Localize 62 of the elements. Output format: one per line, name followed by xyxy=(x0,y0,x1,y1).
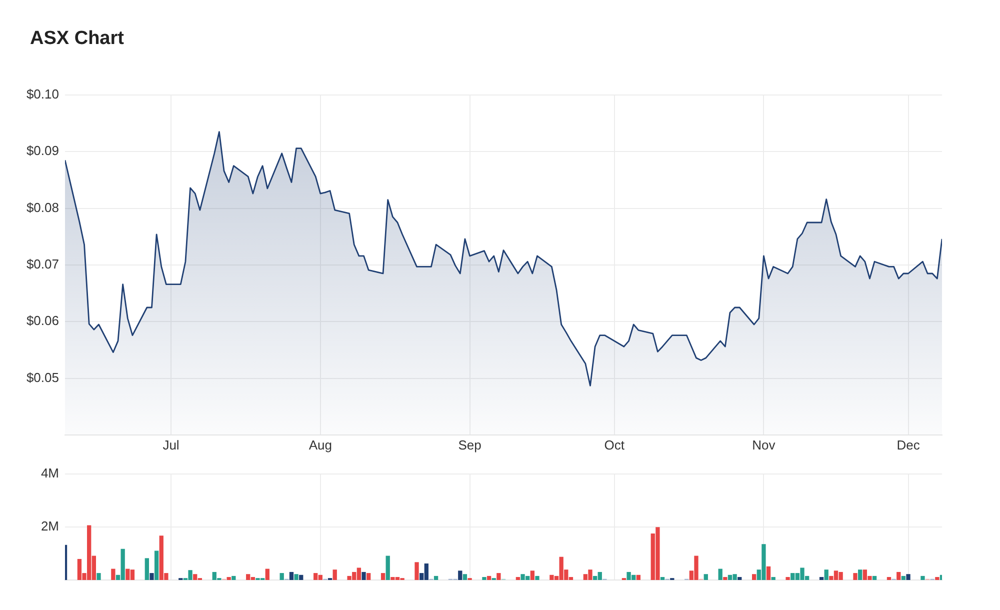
bar xyxy=(660,577,665,580)
bar xyxy=(771,577,776,580)
y-tick-label: $0.07 xyxy=(26,256,59,272)
x-tick-label: Jul xyxy=(162,437,180,452)
bar xyxy=(738,577,742,580)
bar xyxy=(232,576,236,580)
bar xyxy=(896,572,901,580)
bar xyxy=(886,577,892,580)
bar xyxy=(366,573,371,580)
bar xyxy=(718,568,722,580)
bar xyxy=(486,576,492,580)
bar xyxy=(280,573,284,580)
bar xyxy=(111,568,116,580)
bar xyxy=(901,576,906,580)
x-tick-label: Nov xyxy=(752,437,776,452)
bar xyxy=(482,577,486,580)
bar xyxy=(872,576,877,580)
bar xyxy=(289,572,294,580)
bar xyxy=(458,570,462,580)
bar xyxy=(362,572,366,580)
y-tick-label: $0.10 xyxy=(26,86,59,102)
bar xyxy=(516,577,520,580)
x-tick-label: Aug xyxy=(308,437,332,452)
y-tick-label: $0.08 xyxy=(26,200,59,215)
bar xyxy=(462,574,468,580)
bar xyxy=(414,562,419,580)
bar xyxy=(704,574,708,580)
bar xyxy=(150,573,154,580)
y-tick-label: $0.05 xyxy=(26,370,59,385)
bar xyxy=(299,574,304,580)
bar xyxy=(380,573,386,580)
y-tick-label: 4M xyxy=(40,465,59,480)
bar xyxy=(386,556,390,580)
bar xyxy=(265,568,270,580)
bar xyxy=(824,570,828,580)
bar xyxy=(144,558,149,580)
x-tick-label: Oct xyxy=(604,437,625,452)
chart-title: ASX Chart xyxy=(30,28,124,50)
y-tick-label: $0.06 xyxy=(26,313,59,328)
bar xyxy=(226,577,231,580)
bar xyxy=(819,577,824,580)
bar xyxy=(96,573,101,580)
bar xyxy=(920,576,925,580)
bar xyxy=(906,574,910,580)
x-tick-label: Dec xyxy=(896,437,920,452)
bar xyxy=(535,576,540,580)
bar xyxy=(786,577,790,580)
x-tick-label: Sep xyxy=(458,437,482,452)
y-tick-label: 2M xyxy=(40,518,59,534)
bar xyxy=(154,550,159,580)
bar xyxy=(496,573,501,580)
bar xyxy=(766,566,771,580)
bar xyxy=(752,574,756,580)
bar xyxy=(853,573,858,580)
y-tick-label: $0.09 xyxy=(26,143,59,158)
bar xyxy=(723,577,728,580)
bar xyxy=(294,574,298,580)
bar xyxy=(636,574,641,580)
bar xyxy=(530,570,534,580)
bar xyxy=(332,570,337,580)
bar xyxy=(858,570,862,580)
bar xyxy=(434,576,438,580)
